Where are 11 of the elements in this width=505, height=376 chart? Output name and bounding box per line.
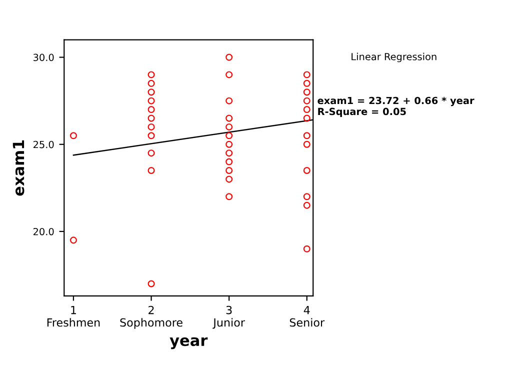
y-tick-label: 30.0: [34, 54, 54, 62]
x-tick-label: 3 Junior: [212, 306, 245, 329]
x-tick-label: 1 Freshmen: [47, 306, 100, 327]
x-tick-label: 2 Sophomore: [120, 306, 182, 329]
y-axis-title: exam1: [12, 140, 24, 196]
x-tick-label: 4 Senior: [290, 306, 325, 327]
x-axis-title: year: [170, 337, 208, 350]
y-tick-label: 25.0: [33, 140, 54, 148]
y-tick-label: 20.0: [33, 228, 54, 236]
text: Linear Regression: [352, 52, 436, 62]
annotation: exam1 = 23.72 + 0.66 * year R-Square = 0.05: [318, 96, 474, 118]
